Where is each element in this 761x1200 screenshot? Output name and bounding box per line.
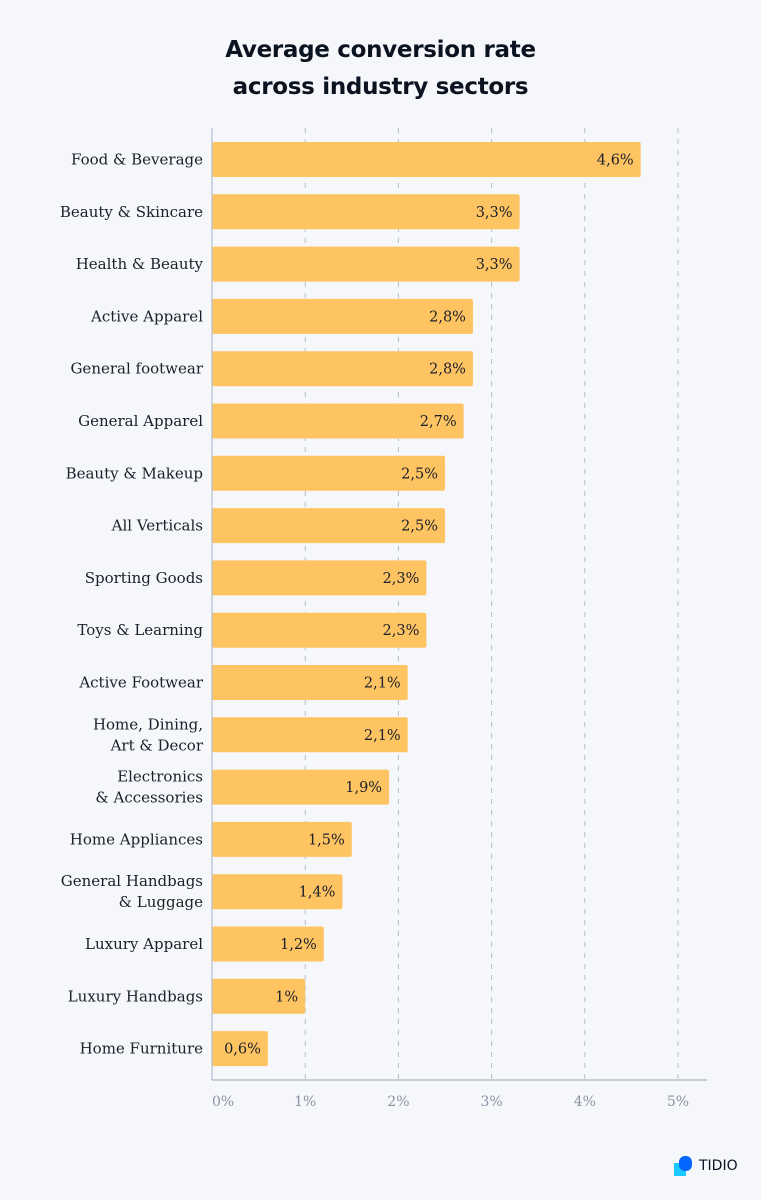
category-label: Active Apparel (90, 307, 203, 325)
category-label: General footwear (70, 360, 203, 378)
bar (212, 246, 520, 282)
data-label: 2,3% (383, 571, 420, 587)
bar (212, 665, 408, 700)
category-label: All Verticals (111, 517, 203, 535)
bar (212, 455, 445, 491)
data-label: 4,6% (597, 153, 634, 169)
category-label: General Apparel (78, 412, 203, 430)
category-label: Beauty & Skincare (60, 203, 203, 221)
bar (212, 298, 473, 334)
data-label: 1,5% (308, 832, 345, 848)
x-tick-label: 5% (667, 1094, 689, 1110)
bar (212, 769, 390, 805)
bar (212, 142, 641, 177)
category-label: Health & Beauty (76, 255, 204, 273)
data-label: 2,8% (429, 309, 466, 325)
bar (212, 403, 464, 439)
data-label: 3,3% (476, 257, 513, 273)
bar (212, 1031, 268, 1067)
category-label: Active Footwear (78, 674, 204, 692)
data-label: 0,6% (224, 1042, 261, 1058)
x-tick-label: 4% (574, 1094, 596, 1110)
data-label: 2,5% (401, 519, 438, 535)
category-label: Home Appliances (70, 830, 203, 848)
category-label: Beauty & Makeup (66, 464, 203, 482)
tidio-logo-icon (674, 1156, 692, 1176)
bar (212, 926, 324, 962)
bar (212, 978, 306, 1014)
bar (212, 821, 352, 857)
category-label: Electronics & Accessories (95, 768, 203, 807)
data-label: 3,3% (476, 205, 513, 221)
data-label: 2,1% (364, 728, 401, 744)
data-label: 1,4% (299, 885, 336, 901)
bar (212, 351, 473, 387)
x-tick-label: 3% (480, 1094, 502, 1110)
bar (212, 508, 445, 544)
category-label: Food & Beverage (71, 151, 203, 169)
data-label: 2,8% (429, 362, 466, 378)
data-label: 1% (275, 989, 298, 1005)
bar (212, 874, 343, 910)
category-label: Sporting Goods (85, 569, 203, 587)
bar (212, 717, 408, 753)
category-label: Luxury Apparel (85, 935, 203, 953)
bar (212, 194, 520, 230)
data-label: 1,9% (345, 780, 382, 796)
x-tick-label: 1% (294, 1094, 316, 1110)
data-label: 2,3% (383, 623, 420, 639)
category-label: Luxury Handbags (68, 987, 203, 1005)
x-tick-label: 0% (212, 1094, 234, 1110)
category-label: Toys & Learning (77, 621, 203, 639)
category-label: Home, Dining, Art & Decor (93, 715, 204, 754)
x-tick-label: 2% (387, 1094, 409, 1110)
data-label: 2,1% (364, 676, 401, 692)
data-label: 1,2% (280, 937, 317, 953)
bar (212, 612, 427, 648)
data-label: 2,7% (420, 414, 457, 430)
logo-text: TIDIO (699, 1158, 738, 1174)
chart-title: Average conversion rate across industry … (225, 37, 536, 100)
data-label: 2,5% (401, 466, 438, 482)
tidio-logo: TIDIO (674, 1156, 738, 1176)
category-label: General Handbags & Luggage (61, 872, 203, 911)
bar (212, 560, 427, 596)
category-label: Home Furniture (80, 1040, 204, 1058)
